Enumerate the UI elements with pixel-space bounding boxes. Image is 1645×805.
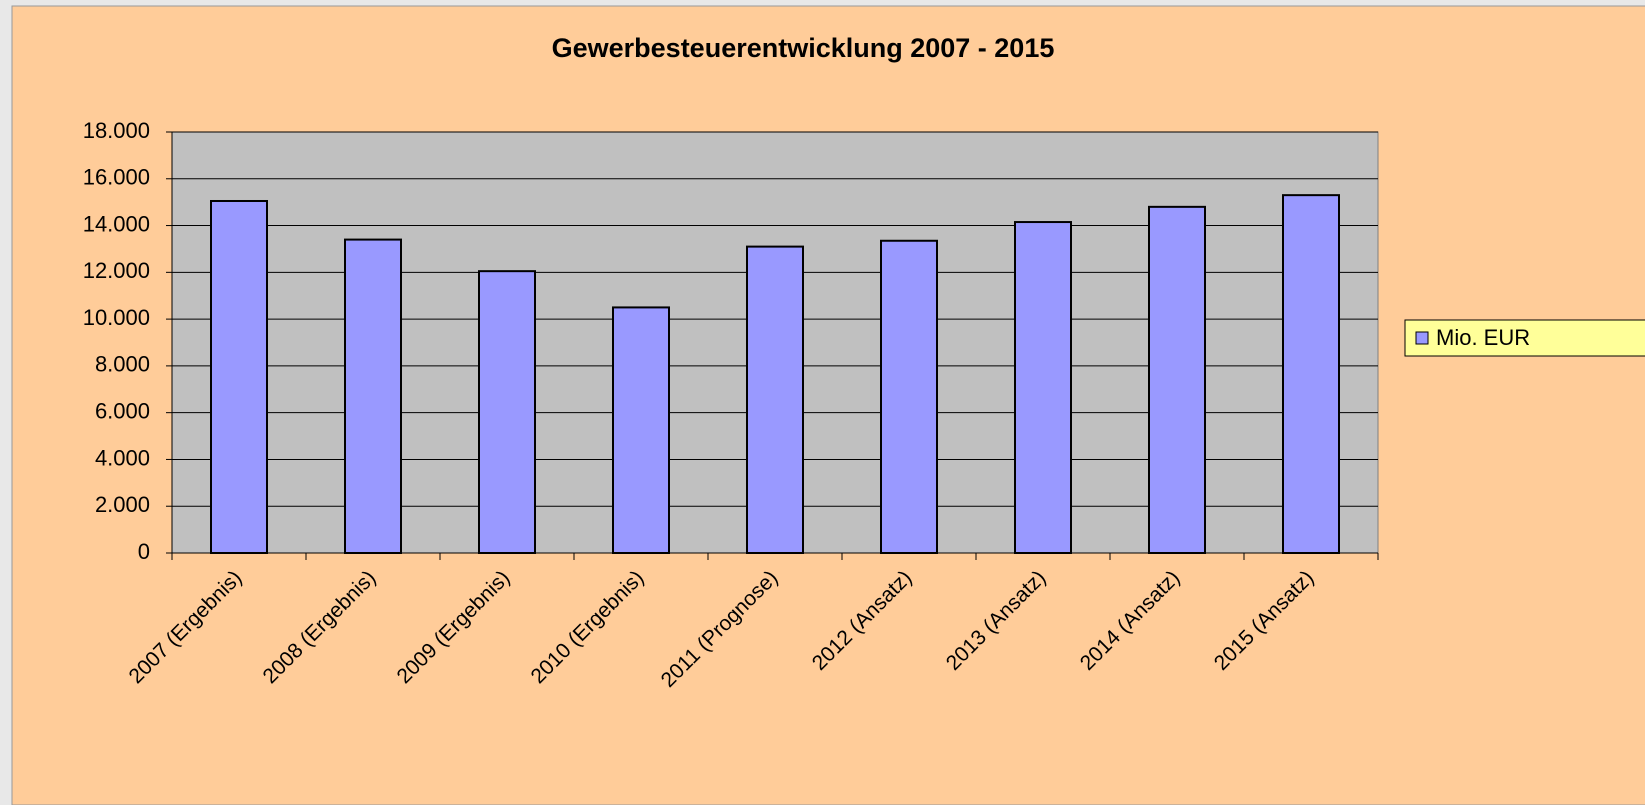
- y-tick-label: 4.000: [95, 445, 150, 470]
- chart-title: Gewerbesteuerentwicklung 2007 - 2015: [552, 33, 1055, 63]
- y-tick-label: 8.000: [95, 352, 150, 377]
- y-tick-label: 18.000: [83, 118, 150, 143]
- legend-marker: [1415, 331, 1429, 345]
- y-tick-label: 2.000: [95, 492, 150, 517]
- bar: [1148, 205, 1206, 554]
- y-tick-label: 14.000: [83, 211, 150, 236]
- y-tick-label: 0: [138, 539, 150, 564]
- bar: [880, 239, 938, 554]
- y-tick-label: 16.000: [83, 165, 150, 190]
- bar: [1282, 194, 1340, 554]
- bar: [478, 270, 536, 554]
- legend-box: [1404, 319, 1645, 357]
- y-tick-label: 6.000: [95, 398, 150, 423]
- y-tick-label: 12.000: [83, 258, 150, 283]
- y-tick-label: 10.000: [83, 305, 150, 330]
- bar: [612, 306, 670, 554]
- bar: [1014, 221, 1072, 555]
- bar: [344, 238, 402, 554]
- bar: [746, 245, 804, 554]
- legend-label: Mio. EUR: [1436, 325, 1530, 350]
- bar: [210, 199, 268, 554]
